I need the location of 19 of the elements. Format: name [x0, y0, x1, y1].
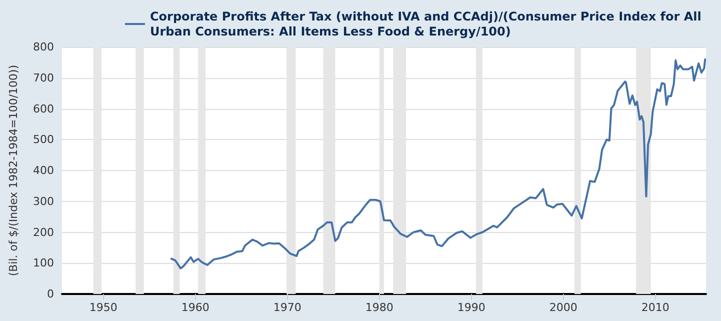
x-tick-label: 1990: [457, 301, 486, 314]
x-tick-label: 2010: [641, 301, 670, 314]
y-tick-label: 700: [33, 71, 54, 84]
y-tick-label: 300: [33, 194, 54, 208]
y-tick-label: 100: [33, 256, 54, 270]
y-tick-label: 800: [33, 40, 54, 54]
x-tick-label: 1960: [181, 301, 210, 314]
x-tick-label: 1980: [365, 301, 394, 314]
legend-label: Corporate Profits After Tax (without IVA and CCAdj)/(Consumer Price Index for All Urban Consumers: All Items Less Food & Energy/100): [150, 10, 706, 38]
y-tick-label: 400: [33, 164, 54, 177]
y-axis-title: (Bil. of $/(Index 1982-1984=100/100)): [7, 64, 20, 276]
x-tick-label: 1970: [273, 301, 302, 314]
y-tick-label: 200: [33, 226, 54, 239]
y-tick-label: 600: [33, 102, 54, 116]
y-tick-label: 0: [47, 288, 54, 300]
y-tick-label: 500: [33, 133, 54, 146]
x-tick-label: 2000: [549, 301, 578, 314]
x-tick-label: 1950: [89, 301, 118, 314]
line-series: [170, 58, 706, 270]
